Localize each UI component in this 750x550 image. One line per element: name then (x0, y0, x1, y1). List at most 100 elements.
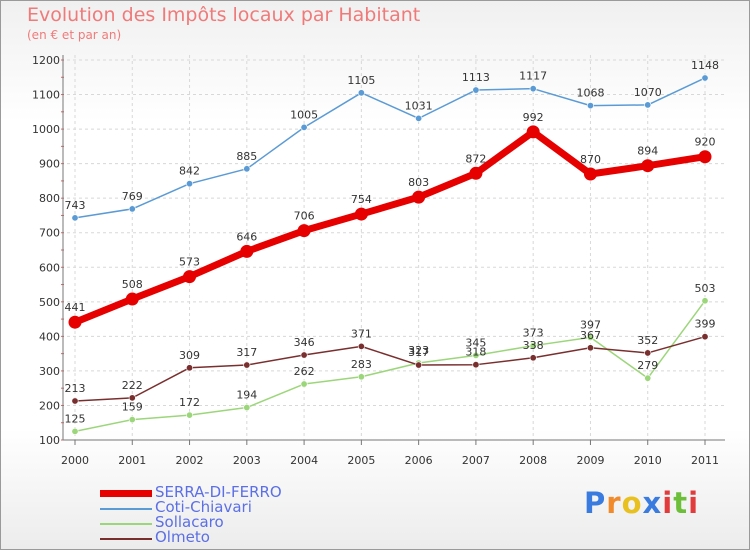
data-point-olmeto (586, 344, 594, 352)
data-label-olmeto: 317 (408, 346, 429, 359)
legend-label: SERRA-DI-FERRO (155, 483, 282, 501)
series-line-olmeto (74, 335, 706, 402)
data-label-coti-chiavari: 1031 (405, 99, 433, 112)
x-tick-label: 2000 (61, 454, 89, 467)
logo-letter: t (673, 486, 689, 520)
data-label-sollacaro: 279 (637, 359, 658, 372)
y-tick-label: 600 (39, 261, 60, 274)
logo-letter: o (621, 486, 643, 520)
data-label-sollacaro: 345 (465, 336, 486, 349)
logo-letter: P (584, 486, 607, 520)
x-tick-label: 2008 (519, 454, 547, 467)
series-line-sollacaro (74, 300, 706, 433)
data-point-olmeto (644, 349, 652, 357)
x-tick-label: 2009 (576, 454, 604, 467)
data-point-sollacaro (186, 411, 194, 419)
data-label-sollacaro: 283 (351, 358, 372, 371)
x-tick-label: 2002 (176, 454, 204, 467)
y-tick-label: 700 (39, 227, 60, 240)
data-label-sollacaro: 373 (523, 327, 544, 340)
data-point-coti-chiavari (586, 102, 594, 110)
y-tick-label: 1000 (32, 123, 60, 136)
data-label-serra-di-ferro: 894 (637, 145, 658, 158)
legend-label: Coti-Chiavari (155, 498, 252, 516)
data-point-olmeto (701, 333, 709, 341)
data-label-serra-di-ferro: 573 (179, 256, 200, 269)
data-label-olmeto: 399 (695, 318, 716, 331)
x-tick-label: 2003 (233, 454, 261, 467)
logo-letter: i (688, 486, 700, 520)
data-label-olmeto: 318 (465, 346, 486, 359)
data-label-coti-chiavari: 842 (179, 165, 200, 178)
data-point-serra-di-ferro (412, 190, 426, 204)
data-point-coti-chiavari (529, 85, 537, 93)
y-tick-label: 1200 (32, 54, 60, 67)
data-label-coti-chiavari: 743 (65, 199, 86, 212)
data-point-sollacaro (357, 373, 365, 381)
data-label-olmeto: 309 (179, 349, 200, 362)
data-label-serra-di-ferro: 920 (695, 136, 716, 149)
y-tick-label: 200 (39, 399, 60, 412)
data-label-coti-chiavari: 1117 (519, 70, 547, 83)
x-tick-label: 2011 (691, 454, 719, 467)
data-label-olmeto: 352 (637, 334, 658, 347)
data-point-coti-chiavari (415, 114, 423, 122)
data-label-serra-di-ferro: 992 (523, 111, 544, 124)
data-point-olmeto (243, 361, 251, 369)
chart-subtitle: (en € et par an) (27, 28, 122, 42)
data-point-sollacaro (472, 351, 480, 359)
data-point-olmeto (472, 361, 480, 369)
data-point-serra-di-ferro (698, 150, 712, 164)
data-label-olmeto: 222 (122, 379, 143, 392)
data-label-olmeto: 367 (580, 329, 601, 342)
data-point-serra-di-ferro (526, 125, 540, 139)
data-label-coti-chiavari: 1113 (462, 71, 490, 84)
chart-title: Evolution des Impôts locaux par Habitant (27, 4, 421, 26)
data-label-serra-di-ferro: 646 (236, 230, 257, 243)
data-label-olmeto: 346 (294, 336, 315, 349)
chart-axes: 100 200 300 400 500 600 700 800 900 1000 1100 1200 2… (32, 54, 725, 467)
x-tick-label: 2006 (405, 454, 433, 467)
y-tick-label: 400 (39, 330, 60, 343)
chart-grid (67, 55, 725, 440)
legend-swatch (100, 523, 152, 525)
x-tick-label: 2005 (347, 454, 375, 467)
chart-series (68, 74, 712, 435)
data-point-olmeto (186, 364, 194, 372)
logo-letter: r (606, 486, 622, 520)
data-label-serra-di-ferro: 872 (465, 152, 486, 165)
data-point-coti-chiavari (357, 89, 365, 97)
data-label-coti-chiavari: 1070 (634, 86, 662, 99)
data-label-sollacaro: 125 (65, 412, 86, 425)
data-label-coti-chiavari: 1148 (691, 59, 719, 72)
data-point-coti-chiavari (701, 74, 709, 82)
x-tick-label: 2007 (462, 454, 490, 467)
x-tick-label: 2010 (634, 454, 662, 467)
data-point-coti-chiavari (128, 205, 136, 213)
data-point-sollacaro (128, 416, 136, 424)
data-point-olmeto (529, 354, 537, 362)
legend-label: Sollacaro (155, 513, 224, 531)
data-label-sollacaro: 172 (179, 396, 200, 409)
data-point-olmeto (128, 394, 136, 402)
data-point-sollacaro (529, 342, 537, 350)
legend-swatch (100, 538, 152, 540)
data-label-serra-di-ferro: 508 (122, 278, 143, 291)
legend-swatch (100, 490, 152, 497)
data-point-serra-di-ferro (125, 292, 139, 306)
y-tick-label: 500 (39, 296, 60, 309)
data-label-sollacaro: 503 (695, 282, 716, 295)
data-label-sollacaro: 194 (236, 389, 257, 402)
data-point-sollacaro (300, 380, 308, 388)
data-point-sollacaro (243, 404, 251, 412)
data-label-sollacaro: 159 (122, 401, 143, 414)
data-label-coti-chiavari: 769 (122, 190, 143, 203)
data-point-coti-chiavari (644, 101, 652, 109)
legend-label: Olmeto (155, 528, 210, 546)
data-label-sollacaro: 262 (294, 365, 315, 378)
data-label-serra-di-ferro: 754 (351, 193, 372, 206)
data-label-coti-chiavari: 1005 (290, 108, 318, 121)
data-point-sollacaro (586, 333, 594, 341)
data-point-olmeto (415, 361, 423, 369)
data-label-serra-di-ferro: 441 (65, 301, 86, 314)
